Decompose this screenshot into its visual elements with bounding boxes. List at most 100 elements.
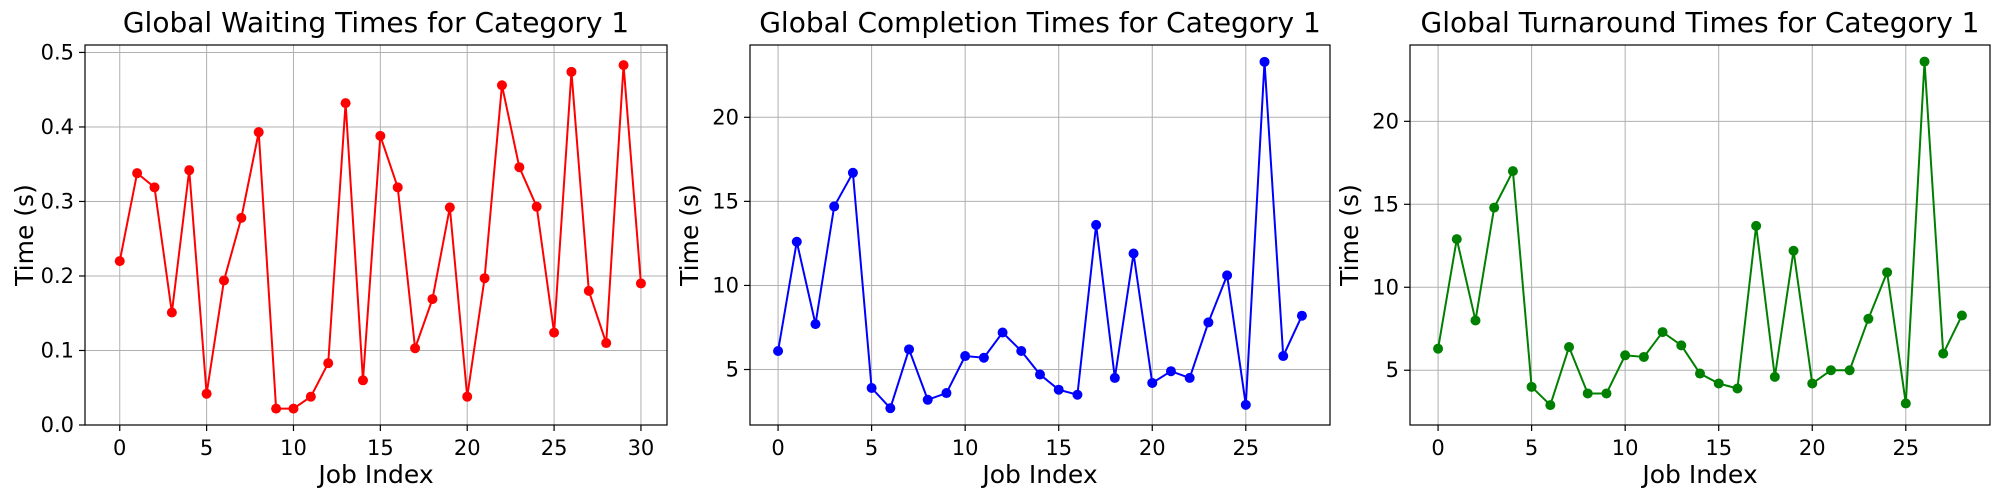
waiting-data-point <box>253 127 264 138</box>
waiting-x-tick-label: 10 <box>280 436 307 460</box>
waiting-x-tick-label: 20 <box>454 436 481 460</box>
turnaround-data-point <box>1507 166 1518 177</box>
waiting-data-point <box>583 285 594 296</box>
waiting-data-point <box>566 66 577 77</box>
turnaround-plot-frame <box>1409 44 1991 426</box>
waiting-data-point <box>132 168 143 179</box>
turnaround-data-point <box>1844 365 1855 376</box>
waiting-times-chart: 0 5 10 15 20 25 30 0.0 0.1 0.2 0.3 0.4 0.5 Global Wai… <box>10 6 668 489</box>
turnaround-data-point <box>1489 202 1500 213</box>
turnaround-chart-title: Global Turnaround Times for Category 1 <box>1421 6 1980 39</box>
waiting-data-point <box>635 278 646 289</box>
completion-data-point <box>1147 377 1158 388</box>
turnaround-y-tick-label: 10 <box>1372 275 1399 299</box>
waiting-data-point <box>340 98 351 109</box>
waiting-data-point <box>531 201 542 212</box>
completion-data-point <box>1203 317 1214 328</box>
completion-data-point <box>847 167 858 178</box>
waiting-data-point <box>549 327 560 338</box>
turnaround-y-axis-label: Time (s) <box>1335 184 1364 287</box>
waiting-x-axis-label: Job Index <box>316 460 433 489</box>
turnaround-data-point <box>1713 378 1724 389</box>
turnaround-data-point <box>1825 365 1836 376</box>
waiting-data-point <box>323 358 334 369</box>
completion-plot-frame <box>749 44 1331 426</box>
completion-x-tick-label: 25 <box>1232 436 1259 460</box>
waiting-data-point <box>375 130 386 141</box>
waiting-y-tick-label: 0.1 <box>41 338 74 362</box>
completion-data-point <box>1128 248 1139 259</box>
completion-data-point <box>885 403 896 414</box>
completion-data-point <box>978 352 989 363</box>
waiting-data-point <box>514 162 525 173</box>
turnaround-data-point <box>1695 368 1705 379</box>
turnaround-data-point <box>1676 340 1687 351</box>
turnaround-data-point <box>1919 56 1930 67</box>
waiting-data-point <box>114 256 125 267</box>
turnaround-data-point <box>1545 400 1556 411</box>
completion-x-tick-label: 10 <box>952 436 979 460</box>
turnaround-data-point <box>1470 315 1481 326</box>
turnaround-data-point <box>1526 381 1537 392</box>
completion-data-point <box>1109 372 1120 383</box>
turnaround-data-point <box>1564 342 1575 353</box>
waiting-x-tick-label: 5 <box>200 436 213 460</box>
turnaround-data-point <box>1582 388 1593 399</box>
completion-data-point <box>997 327 1008 338</box>
turnaround-data-point <box>1657 327 1668 338</box>
turnaround-x-tick-label: 20 <box>1799 436 1826 460</box>
waiting-data-point <box>166 307 177 318</box>
completion-y-tick-label: 10 <box>712 273 739 297</box>
completion-data-point <box>941 388 952 399</box>
waiting-data-point <box>357 375 368 386</box>
completion-x-tick-label: 15 <box>1045 436 1072 460</box>
completion-data-point <box>1259 56 1270 67</box>
turnaround-data-point <box>1751 220 1762 231</box>
turnaround-x-tick-label: 10 <box>1612 436 1639 460</box>
waiting-data-point <box>271 403 282 414</box>
waiting-data-point <box>218 275 229 286</box>
turnaround-data-point <box>1732 383 1743 394</box>
turnaround-x-axis-label: Job Index <box>1640 460 1757 489</box>
turnaround-data-point <box>1601 388 1612 399</box>
completion-times-chart: 0 5 10 15 20 25 5 10 15 20 Global Completion Times… <box>675 6 1331 489</box>
turnaround-x-tick-label: 5 <box>1525 436 1538 460</box>
waiting-y-tick-label: 0.0 <box>41 413 74 437</box>
completion-data-point <box>904 344 915 355</box>
turnaround-data-point <box>1882 267 1893 278</box>
completion-data-point <box>1296 310 1307 321</box>
completion-data-point <box>810 319 821 330</box>
waiting-data-point <box>618 60 629 71</box>
waiting-x-tick-label: 15 <box>367 436 394 460</box>
waiting-data-point <box>427 294 438 305</box>
completion-data-point <box>1091 219 1102 230</box>
turnaround-y-tick-label: 5 <box>1386 358 1399 382</box>
waiting-data-point <box>462 391 473 402</box>
completion-x-tick-label: 20 <box>1139 436 1166 460</box>
waiting-data-point <box>496 80 507 91</box>
turnaround-x-tick-label: 0 <box>1431 436 1444 460</box>
waiting-data-point <box>149 182 160 193</box>
waiting-data-point <box>479 273 490 284</box>
waiting-x-tick-label: 25 <box>541 436 568 460</box>
waiting-x-tick-label: 30 <box>628 436 655 460</box>
turnaround-data-point <box>1638 351 1649 362</box>
waiting-data-point <box>236 212 247 223</box>
turnaround-y-tick-label: 20 <box>1372 109 1399 133</box>
turnaround-data-point <box>1863 313 1874 324</box>
turnaround-x-tick-label: 15 <box>1705 436 1732 460</box>
waiting-y-tick-label: 0.2 <box>41 264 74 288</box>
completion-series-line <box>777 61 1303 411</box>
completion-data-point <box>1016 346 1027 357</box>
turnaround-y-tick-label: 15 <box>1372 192 1399 216</box>
completion-data-point <box>1222 270 1233 281</box>
waiting-data-point <box>305 391 316 402</box>
completion-data-point <box>1184 372 1195 383</box>
completion-x-axis-label: Job Index <box>980 460 1097 489</box>
completion-data-point <box>960 351 971 362</box>
turnaround-data-point <box>1807 378 1818 389</box>
waiting-y-tick-label: 0.4 <box>41 115 74 139</box>
waiting-data-point <box>392 182 403 193</box>
waiting-plot-frame <box>84 44 668 426</box>
